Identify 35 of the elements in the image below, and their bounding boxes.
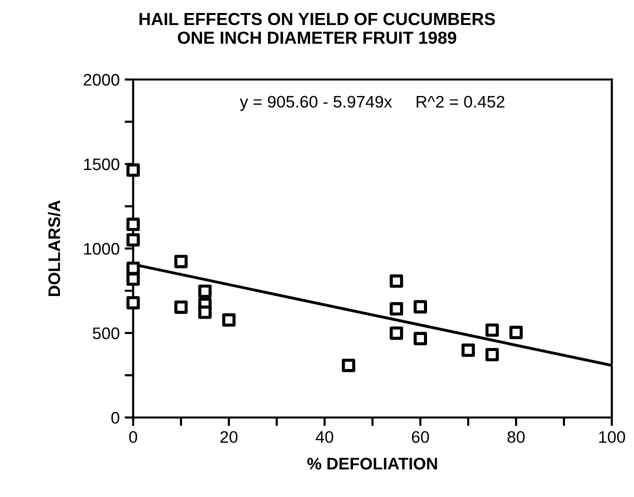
x-tick-label: 40 [316,431,334,443]
point [485,348,499,362]
x-tick-label: 20 [220,431,238,443]
chart-title: HAIL EFFECTS ON YIELD OF CUCUMBERS ONE INCH DIAMETER FRUIT 1989 [140,12,495,44]
annotation: y = 905.60 - 5.9749x R^2 = 0.452 [240,96,504,111]
y-axis-title: DOLLARS/A [48,200,60,296]
point [390,326,404,340]
point [198,284,212,298]
point [126,233,140,247]
point [414,300,428,314]
point [414,332,428,346]
x-tick-label: 60 [412,431,429,443]
point [126,163,140,177]
x-tick-label: 100 [599,431,626,443]
y-tick-label: 2000 [84,74,120,86]
point [198,306,212,319]
y-tick-label: 1000 [84,242,120,255]
point [174,300,188,314]
point [222,313,236,327]
x-axis-title: % DEFOLIATION [307,458,437,470]
point [462,344,475,357]
point [174,254,188,268]
point [509,326,523,340]
y-tick-label: 1500 [84,158,120,170]
x-tick-label: 80 [508,431,525,443]
x-tick-label: 0 [129,431,138,443]
point [342,358,356,372]
point [390,274,404,288]
point [485,323,499,337]
point [390,302,404,316]
point [126,218,140,232]
y-tick-label: 500 [92,327,120,340]
point [126,296,140,310]
point [126,272,140,286]
y-tick-label: 0 [111,412,120,424]
